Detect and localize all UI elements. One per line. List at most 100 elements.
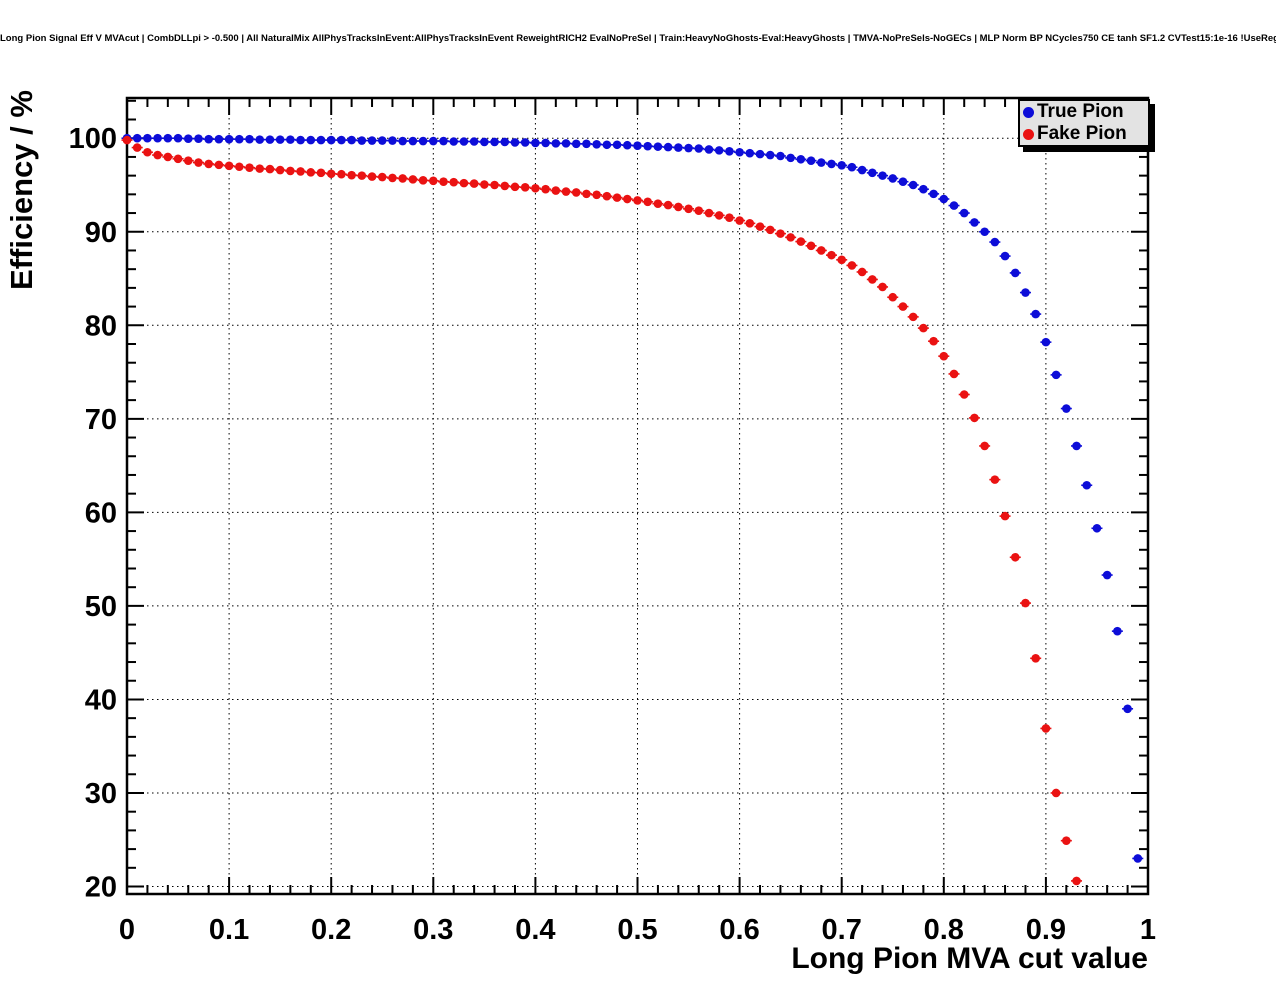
data-point-fake-pion (163, 152, 173, 162)
data-point-true-pion (153, 133, 162, 143)
data-point-true-pion (306, 135, 316, 145)
fake-pion-marker-icon (1023, 128, 1034, 140)
data-point-true-pion (857, 165, 867, 175)
data-point-true-pion (602, 140, 612, 150)
data-point-true-pion (592, 140, 601, 149)
data-point-true-pion (571, 139, 581, 149)
data-point-true-pion (1072, 441, 1081, 451)
data-point-fake-pion (275, 165, 285, 175)
data-point-true-pion (643, 141, 653, 151)
data-point-fake-pion (847, 261, 857, 270)
data-point-true-pion (337, 135, 346, 145)
data-point-fake-pion (796, 237, 806, 246)
data-point-fake-pion (235, 162, 244, 172)
data-point-fake-pion (959, 390, 969, 399)
data-point-true-pion (786, 153, 795, 163)
data-point-fake-pion (1051, 788, 1061, 798)
data-point-fake-pion (469, 179, 479, 188)
plot-title: Long Pion Signal Eff V MVAcut | CombDLLp… (0, 33, 1276, 44)
data-point-true-pion (500, 137, 510, 147)
data-point-true-pion (286, 135, 295, 144)
data-point-fake-pion (837, 255, 846, 265)
data-point-fake-pion (500, 181, 510, 191)
data-point-true-pion (449, 137, 459, 146)
data-point-true-pion (990, 237, 1000, 247)
data-point-fake-pion (674, 202, 683, 212)
data-point-true-pion (1010, 268, 1020, 278)
data-point-fake-pion (418, 176, 428, 185)
data-point-fake-pion (173, 154, 183, 164)
data-point-true-pion (347, 135, 356, 145)
data-point-true-pion (612, 140, 622, 150)
data-point-true-pion (816, 158, 826, 167)
data-point-fake-pion (663, 200, 673, 210)
x-tick-label: 0.3 (413, 914, 453, 946)
data-point-true-pion (163, 133, 173, 143)
legend-label-fake-pion: Fake Pion (1037, 123, 1127, 144)
data-point-fake-pion (377, 172, 387, 182)
data-point-fake-pion (735, 216, 744, 225)
data-point-fake-pion (183, 156, 193, 165)
data-point-fake-pion (622, 194, 632, 204)
data-point-fake-pion (857, 267, 867, 277)
data-point-true-pion (878, 171, 887, 180)
data-point-fake-pion (531, 183, 540, 193)
data-point-true-pion (582, 139, 591, 149)
data-point-fake-pion (541, 184, 550, 194)
data-point-true-pion (235, 134, 244, 144)
data-point-true-pion (296, 135, 305, 145)
data-point-fake-pion (1072, 876, 1081, 886)
x-tick-label: 0 (119, 914, 135, 946)
data-point-fake-pion (388, 173, 397, 183)
true-pion-marker-icon (1023, 106, 1034, 118)
data-point-fake-pion (1062, 836, 1071, 845)
data-point-true-pion (388, 136, 397, 145)
data-point-true-pion (1062, 404, 1071, 413)
data-point-true-pion (326, 135, 336, 145)
data-point-fake-pion (122, 135, 132, 145)
data-point-fake-pion (990, 475, 1000, 484)
data-point-true-pion (684, 143, 693, 153)
data-point-fake-pion (776, 229, 785, 238)
data-point-fake-pion (510, 182, 520, 192)
data-point-fake-pion (1021, 598, 1030, 608)
data-point-fake-pion (929, 336, 938, 346)
data-point-true-pion (827, 159, 836, 169)
data-point-fake-pion (694, 206, 704, 216)
data-point-true-pion (735, 147, 744, 157)
data-point-fake-pion (204, 159, 213, 169)
data-point-fake-pion (612, 193, 622, 202)
data-point-true-pion (214, 134, 224, 144)
data-point-fake-pion (326, 169, 336, 179)
data-point-true-pion (633, 141, 642, 151)
data-point-fake-pion (765, 225, 775, 235)
data-point-true-pion (480, 137, 489, 147)
data-point-fake-pion (582, 189, 591, 199)
data-point-fake-pion (224, 161, 234, 171)
data-point-true-pion (1051, 370, 1061, 380)
data-point-fake-pion (908, 312, 918, 322)
data-point-true-pion (561, 139, 571, 148)
legend-label-true-pion: True Pion (1037, 101, 1124, 122)
data-point-fake-pion (255, 164, 265, 173)
data-point-true-pion (520, 138, 530, 147)
data-point-true-pion (714, 146, 724, 155)
data-point-fake-pion (745, 219, 755, 228)
data-point-true-pion (1021, 288, 1030, 297)
data-point-true-pion (194, 134, 203, 143)
data-point-fake-pion (306, 168, 316, 177)
legend-entry-fake-pion: Fake Pion (1020, 123, 1148, 145)
data-point-fake-pion (265, 164, 275, 174)
data-point-true-pion (1031, 309, 1040, 319)
data-point-true-pion (224, 134, 234, 144)
data-point-fake-pion (949, 369, 959, 379)
data-point-fake-pion (245, 163, 254, 172)
data-point-true-pion (806, 156, 816, 165)
data-point-fake-pion (449, 177, 459, 187)
data-point-true-pion (316, 135, 326, 145)
data-point-true-pion (459, 137, 469, 146)
data-point-true-pion (265, 135, 275, 144)
data-point-fake-pion (1041, 724, 1051, 733)
x-tick-label: 0.9 (1026, 914, 1066, 946)
